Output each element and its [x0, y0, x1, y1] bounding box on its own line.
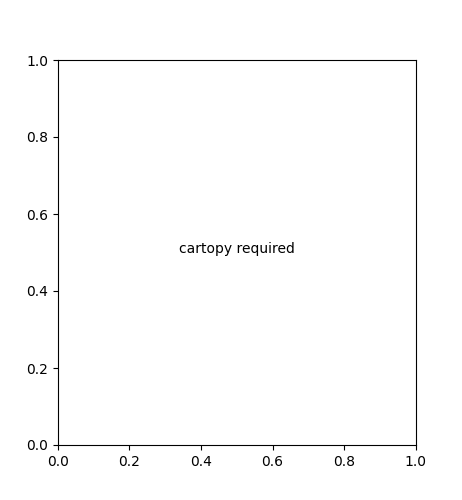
- Text: cartopy required: cartopy required: [179, 242, 295, 256]
